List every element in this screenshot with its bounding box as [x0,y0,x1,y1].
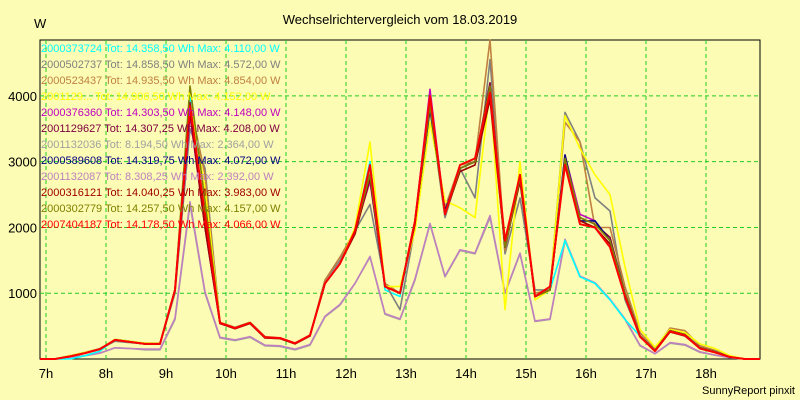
x-tick-label: 10h [215,366,237,381]
legend-entry: 2000523437 Tot: 14.935,50 Wh Max: 4.854,… [41,75,281,87]
y-tick-label: 1000 [8,286,37,301]
grid-lines [40,40,760,359]
y-tick-label: 2000 [8,220,37,235]
chart-credit: SunnyReport pinxit [702,385,795,397]
legend-entry: 2000373724 Tot: 14.358,50 Wh Max: 4.110,… [41,43,280,55]
legend-entry: 2001129627 Tot: 14.307,25 Wh Max: 4.208,… [41,123,280,135]
x-tick-label: 11h [276,366,297,381]
x-tick-label: 17h [635,366,657,381]
series-line [40,39,760,360]
legend-entry: 2000502737 Tot: 14.858,50 Wh Max: 4.572,… [41,59,281,71]
series-line [40,91,760,360]
legend-entry: 2001129... Tot: 14.906,50 Wh Max: 4.152,… [41,91,271,103]
series-lines [40,39,760,360]
legend-entry: 2001132087 Tot: 8.308,25 Wh Max: 2.392,0… [41,171,274,183]
legend-entry: 2000589608 Tot: 14.319,75 Wh Max: 4.072,… [41,155,281,167]
y-axis-unit: W [34,16,47,31]
y-axis-ticks: 1000 2000 3000 4000 [8,89,37,301]
legend-entry: 2000302779 Tot: 14.257,50 Wh Max: 4.157,… [41,203,281,215]
legend: 2000373724 Tot: 14.358,50 Wh Max: 4.110,… [41,43,281,231]
x-tick-label: 14h [455,366,477,381]
plot-area-border [39,39,761,360]
x-tick-label: 18h [695,366,717,381]
series-line [40,201,760,360]
x-tick-label: 9h [159,366,173,381]
x-tick-label: 8h [99,366,113,381]
x-tick-label: 7h [39,366,53,381]
legend-entry: 2007404187 Tot: 14.178,50 Wh Max: 4.066,… [41,219,281,231]
x-tick-label: 16h [575,366,597,381]
x-tick-label: 13h [395,366,417,381]
x-tick-label: 15h [515,366,537,381]
chart-title: Wechselrichtervergleich vom 18.03.2019 [283,12,518,27]
legend-entry: 2001132036 Tot: 8.194,50 Wh Max: 2.364,0… [41,139,274,151]
y-tick-label: 4000 [8,89,37,104]
x-tick-label: 12h [335,366,357,381]
y-tick-label: 3000 [8,155,37,170]
legend-entry: 2000316121 Tot: 14.040,25 Wh Max: 3.983,… [41,187,281,199]
legend-entry: 2000376360 Tot: 14.303,50 Wh Max: 4.148,… [41,107,281,119]
x-axis-ticks: 7h 8h 9h 10h 11h 12h 13h 14h 15h 16h 17h 18h [39,366,717,381]
